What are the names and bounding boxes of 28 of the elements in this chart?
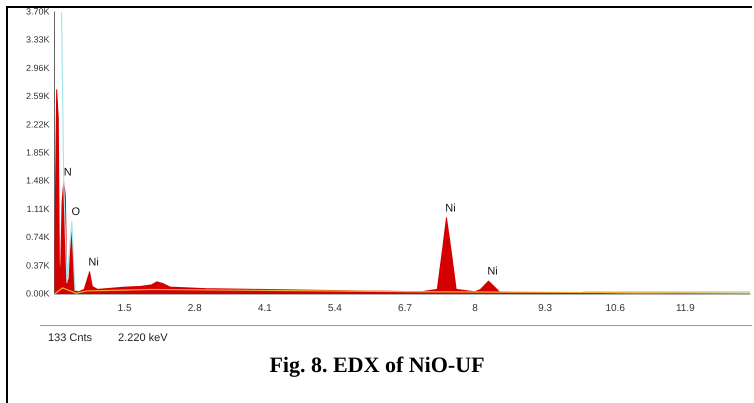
y-tick-label: 3.33K (26, 34, 50, 45)
annotation: Ni (88, 256, 99, 268)
y-tick-label: 0.37K (26, 260, 50, 270)
text: 133 Cnts (48, 332, 92, 344)
annotation: O (71, 206, 80, 218)
x-tick-label: 10.6 (605, 302, 626, 314)
annotation: Ni (487, 266, 498, 278)
x-tick-label: 11.9 (676, 302, 696, 314)
x-tick-label: 8 (472, 302, 478, 314)
y-tick-label: 1.11K (26, 204, 50, 214)
x-tick-label: 6.7 (398, 302, 412, 314)
y-tick-label: 2.96K (26, 62, 50, 73)
annotation: Ni (445, 202, 456, 214)
y-tick-label: 0.00K (26, 288, 50, 298)
x-tick-label: 4.1 (258, 302, 272, 314)
x-tick-label: 2.8 (188, 302, 202, 314)
y-tick-label: 0.74K (26, 232, 50, 242)
y-tick-label: 3.70K (26, 6, 50, 16)
x-tick-label: 5.4 (328, 302, 342, 314)
text: Fig. 8. EDX of NiO-UF (268, 352, 486, 378)
y-tick-label: 1.48K (26, 176, 50, 186)
y-tick-label: 1.85K (26, 147, 50, 158)
x-tick-label: 9.3 (538, 302, 553, 314)
x-tick-label: 1.5 (118, 302, 132, 314)
text: 2.220 keV (118, 332, 168, 344)
y-tick-label: 2.22K (26, 119, 50, 130)
y-tick-label: 2.59K (26, 91, 50, 102)
annotation: N (64, 166, 72, 178)
